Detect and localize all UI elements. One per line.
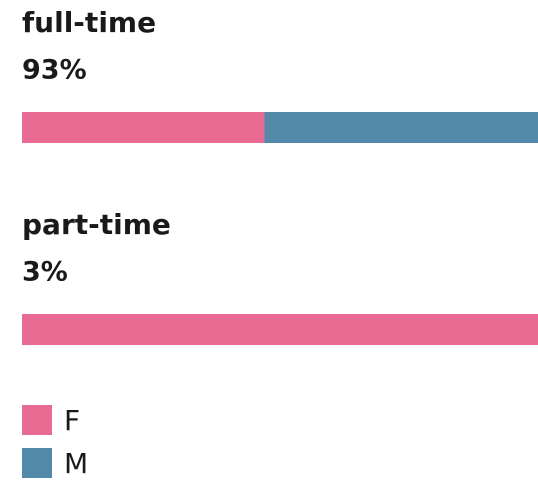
legend-label: F xyxy=(64,404,80,437)
bar-segment xyxy=(264,112,538,143)
legend-label: M xyxy=(64,447,88,480)
bar-segment xyxy=(22,314,538,345)
category-label: full-time xyxy=(22,6,156,39)
bar-segment xyxy=(22,112,265,143)
total-label: 93% xyxy=(22,55,87,86)
total-label: 3% xyxy=(22,257,68,288)
category-label: part-time xyxy=(22,208,171,241)
legend-swatch xyxy=(22,448,52,478)
legend-swatch xyxy=(22,405,52,435)
